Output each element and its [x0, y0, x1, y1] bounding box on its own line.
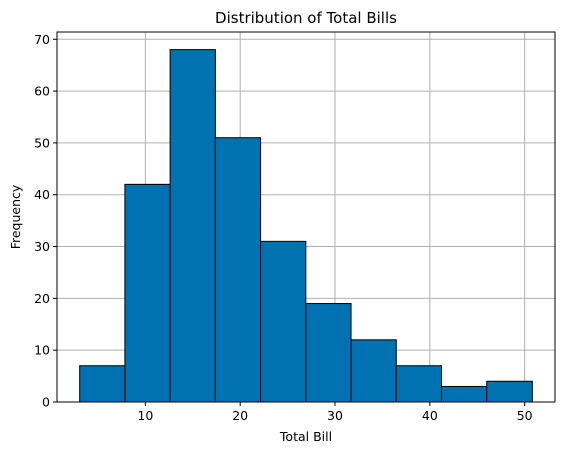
y-tick-label: 50	[34, 135, 50, 150]
x-tick-label: 50	[517, 408, 533, 423]
histogram-bar	[124, 183, 171, 403]
y-tick-label: 0	[42, 395, 50, 410]
histogram-bar	[260, 240, 307, 403]
x-tick-label: 30	[327, 408, 343, 423]
histogram-bar	[169, 49, 216, 403]
y-tick-label: 10	[34, 343, 50, 358]
y-tick-label: 20	[34, 291, 50, 306]
y-tick-label: 40	[34, 187, 50, 202]
ticks: 10 20 30 40 50 0 10 20 30 40 50 60 70	[34, 32, 533, 423]
plot-frame	[56, 31, 556, 403]
histogram-bar	[305, 303, 352, 403]
x-tick-label: 10	[137, 408, 153, 423]
histogram-bar	[79, 365, 126, 403]
histogram-bar	[440, 385, 488, 403]
y-tick-label: 70	[34, 32, 50, 47]
x-axis-label: Total Bill	[279, 429, 332, 444]
histogram-bar	[350, 339, 397, 403]
y-tick-label: 30	[34, 239, 50, 254]
y-tick-label: 60	[34, 84, 50, 99]
y-axis-label: Frequency	[8, 184, 23, 249]
bars	[79, 49, 533, 403]
histogram-bar	[395, 365, 442, 403]
histogram-bar	[214, 137, 262, 403]
chart-title: Distribution of Total Bills	[215, 9, 397, 27]
histogram-bar	[486, 380, 533, 403]
x-tick-label: 40	[422, 408, 438, 423]
x-tick-label: 20	[232, 408, 248, 423]
